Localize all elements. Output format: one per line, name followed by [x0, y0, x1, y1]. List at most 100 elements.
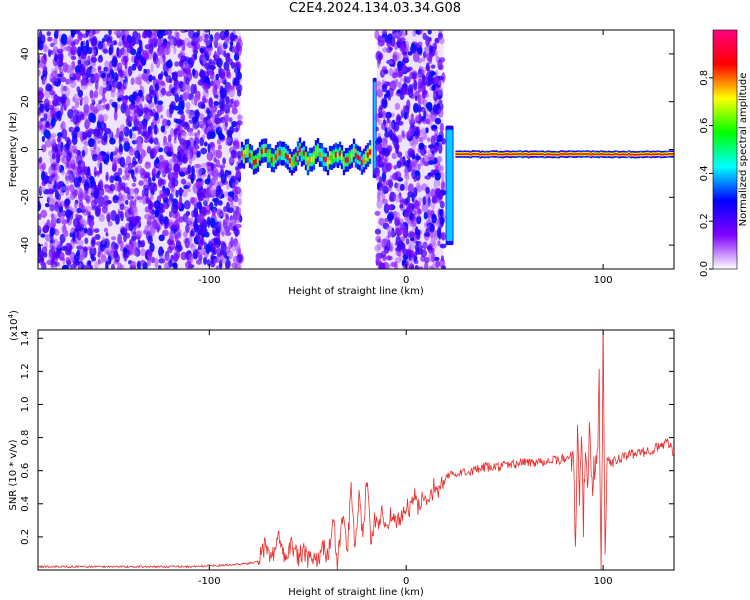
noise-blob — [441, 265, 447, 269]
noise-blob — [169, 104, 175, 115]
noise-blob — [413, 187, 418, 198]
noise-blob — [229, 40, 234, 47]
noise-blob — [407, 148, 414, 157]
noise-blob — [375, 126, 379, 132]
noise-blob — [88, 104, 94, 114]
signal-core — [346, 157, 350, 163]
noise-blob — [54, 53, 58, 63]
signal-core — [577, 153, 581, 155]
noise-blob — [50, 71, 58, 79]
noise-blob — [233, 62, 239, 68]
noise-blob — [413, 78, 417, 83]
noise-blob — [439, 122, 444, 133]
signal-core — [571, 153, 575, 155]
noise-blob — [377, 119, 383, 125]
x-tick-label: 100 — [594, 275, 613, 286]
noise-blob — [417, 30, 421, 36]
signal-core — [487, 153, 490, 156]
noise-blob — [64, 198, 71, 206]
noise-blob — [221, 194, 225, 199]
noise-blob — [103, 158, 108, 165]
noise-blob — [164, 261, 171, 269]
noise-blob — [49, 108, 56, 118]
signal-core — [254, 159, 258, 165]
signal-core — [342, 160, 346, 166]
noise-blob — [180, 178, 187, 185]
noise-blob — [399, 204, 404, 209]
noise-blob — [213, 87, 218, 96]
noise-blob — [72, 190, 78, 199]
noise-blob — [217, 200, 223, 206]
noise-blob — [56, 182, 62, 190]
noise-blob — [210, 255, 215, 264]
noise-blob — [147, 235, 153, 245]
y-tick-label: 40 — [20, 48, 31, 61]
noise-blob — [38, 36, 42, 47]
noise-blob — [154, 257, 159, 268]
noise-blob — [103, 248, 109, 255]
noise-blob — [97, 180, 104, 191]
noise-blob — [68, 66, 74, 78]
noise-blob — [122, 127, 127, 134]
noise-blob — [208, 181, 213, 189]
noise-blob — [95, 146, 101, 155]
noise-blob — [98, 169, 103, 175]
noise-blob — [415, 229, 421, 236]
noise-blob — [86, 199, 90, 204]
spectrogram-region-signal — [455, 150, 674, 159]
noise-blob — [123, 186, 130, 194]
signal-core — [324, 157, 328, 163]
noise-blob — [107, 246, 115, 257]
noise-blob — [186, 150, 193, 160]
noise-blob — [54, 201, 59, 212]
noise-blob — [93, 30, 100, 34]
noise-blob — [415, 201, 421, 207]
noise-blob — [183, 200, 191, 210]
signal-core — [304, 155, 308, 161]
noise-blob — [70, 46, 78, 56]
noise-blob — [200, 162, 208, 168]
noise-blob — [422, 51, 427, 58]
signal-core — [585, 153, 589, 155]
noise-blob — [57, 135, 62, 146]
noise-blob — [237, 89, 242, 97]
noise-blob — [94, 234, 101, 240]
noise-blob — [385, 81, 391, 86]
signal-core — [533, 153, 536, 155]
noise-blob — [373, 84, 381, 93]
signal-core — [368, 149, 372, 155]
noise-blob — [414, 265, 419, 269]
noise-blob — [405, 238, 410, 245]
signal-core — [358, 155, 362, 162]
noise-blob — [205, 253, 209, 258]
noise-blob — [401, 30, 409, 37]
noise-blob — [38, 251, 44, 263]
noise-blob — [222, 157, 227, 165]
noise-blob — [171, 262, 177, 268]
noise-blob — [140, 74, 145, 80]
noise-blob — [70, 55, 77, 61]
noise-blob — [87, 246, 94, 251]
noise-blob — [225, 67, 229, 78]
noise-blob — [175, 118, 182, 124]
noise-blob — [205, 87, 209, 94]
noise-blob — [43, 98, 50, 110]
noise-blob — [225, 263, 230, 269]
noise-blob — [50, 117, 56, 127]
noise-blob — [181, 99, 185, 110]
noise-blob — [194, 132, 198, 141]
noise-blob — [416, 208, 422, 215]
noise-blob — [374, 228, 381, 235]
noise-blob — [233, 99, 240, 108]
noise-blob — [109, 183, 116, 192]
noise-blob — [67, 35, 74, 46]
noise-blob — [159, 48, 166, 57]
noise-blob — [423, 110, 427, 119]
noise-blob — [48, 187, 52, 195]
noise-blob — [191, 165, 195, 176]
noise-blob — [91, 199, 97, 208]
noise-blob — [125, 167, 131, 178]
noise-blob — [66, 140, 70, 151]
noise-blob — [160, 80, 166, 87]
noise-blob — [387, 126, 391, 134]
